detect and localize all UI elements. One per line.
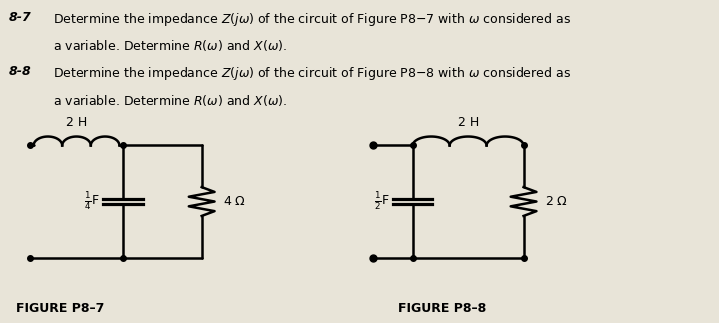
Text: a variable. Determine $R(\omega)$ and $X(\omega)$.: a variable. Determine $R(\omega)$ and $X… <box>53 93 287 108</box>
Text: 8-8: 8-8 <box>9 66 32 78</box>
Text: 2 H: 2 H <box>66 117 87 130</box>
Text: $\frac{1}{2}$F: $\frac{1}{2}$F <box>374 191 390 213</box>
Text: $\frac{1}{4}$F: $\frac{1}{4}$F <box>84 191 100 213</box>
Text: FIGURE P8–8: FIGURE P8–8 <box>398 302 487 315</box>
Text: Determine the impedance $Z(j\omega)$ of the circuit of Figure P8$-$8 with $\omeg: Determine the impedance $Z(j\omega)$ of … <box>53 66 571 82</box>
Text: 2 H: 2 H <box>457 117 479 130</box>
Text: 2 $\Omega$: 2 $\Omega$ <box>545 195 568 208</box>
Text: 8-7: 8-7 <box>9 11 32 24</box>
Text: Determine the impedance $Z(j\omega)$ of the circuit of Figure P8$-$7 with $\omeg: Determine the impedance $Z(j\omega)$ of … <box>53 11 571 28</box>
Text: 4 $\Omega$: 4 $\Omega$ <box>223 195 246 208</box>
Text: a variable. Determine $R(\omega)$ and $X(\omega)$.: a variable. Determine $R(\omega)$ and $X… <box>53 38 287 53</box>
Text: FIGURE P8–7: FIGURE P8–7 <box>16 302 104 315</box>
